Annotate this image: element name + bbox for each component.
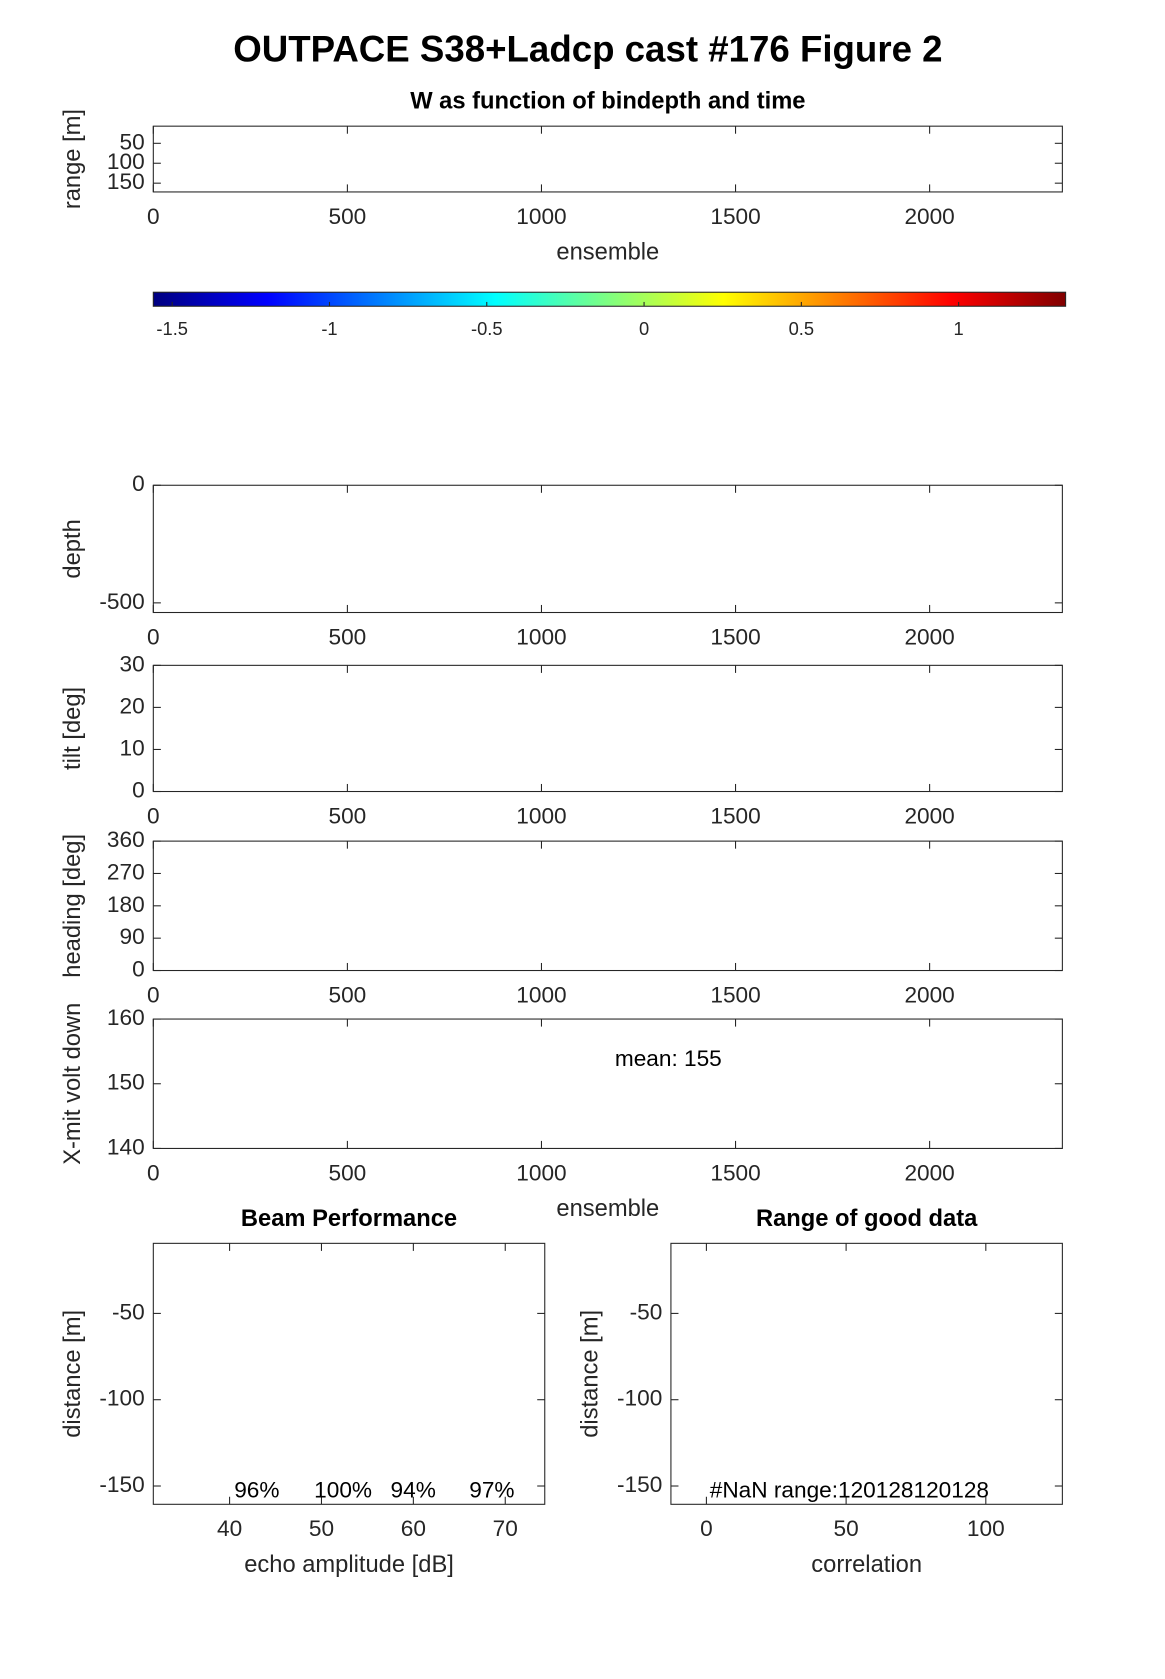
y-axis-label: heading [deg] bbox=[60, 834, 86, 978]
y-tick-label: 160 bbox=[107, 1005, 145, 1030]
x-tick-label: 2000 bbox=[904, 1160, 954, 1185]
x-tick-label: 1000 bbox=[516, 1160, 566, 1185]
x-tick-label: 1000 bbox=[516, 982, 566, 1007]
y-axis-label: distance [m] bbox=[60, 1310, 86, 1438]
annotation: 97% bbox=[469, 1477, 514, 1502]
figure-title: OUTPACE S38+Ladcp cast #176 Figure 2 bbox=[233, 28, 942, 69]
annotation: 100% bbox=[314, 1477, 372, 1502]
axes-frame bbox=[152, 664, 1063, 793]
axes-frame bbox=[152, 840, 1063, 972]
y-tick-label: -150 bbox=[617, 1472, 662, 1497]
axes-frame bbox=[152, 125, 1063, 193]
x-axis-label: ensemble bbox=[556, 240, 659, 266]
y-tick-label: 20 bbox=[120, 693, 145, 718]
y-tick-label: 0 bbox=[132, 957, 145, 982]
y-tick-label: 360 bbox=[107, 827, 145, 852]
y-tick-label: 90 bbox=[120, 924, 145, 949]
x-tick-label: 500 bbox=[329, 624, 367, 649]
x-tick-label: 50 bbox=[309, 1516, 334, 1541]
x-tick-label: 60 bbox=[401, 1516, 426, 1541]
y-axis-label: tilt [deg] bbox=[60, 687, 86, 770]
y-tick-label: -50 bbox=[112, 1299, 145, 1324]
x-tick-label: 100 bbox=[967, 1516, 1005, 1541]
x-tick-label: 1500 bbox=[710, 204, 760, 229]
x-tick-label: 500 bbox=[329, 1160, 367, 1185]
x-tick-label: 50 bbox=[834, 1516, 859, 1541]
y-tick-label: 150 bbox=[107, 1070, 145, 1095]
y-tick-label: -150 bbox=[99, 1472, 144, 1497]
y-tick-label: -500 bbox=[99, 589, 144, 614]
y-tick-label: 30 bbox=[120, 651, 145, 676]
axes-frame bbox=[152, 1018, 1063, 1149]
x-tick-label: 0 bbox=[700, 1516, 713, 1541]
x-tick-label: 1 bbox=[954, 318, 964, 339]
y-axis-label: depth bbox=[60, 519, 86, 578]
x-tick-label: -0.5 bbox=[471, 318, 503, 339]
x-tick-label: 500 bbox=[329, 803, 367, 828]
x-tick-label: 0 bbox=[639, 318, 649, 339]
y-tick-label: 10 bbox=[120, 735, 145, 760]
annotation: 96% bbox=[234, 1477, 279, 1502]
x-tick-label: 1500 bbox=[710, 1160, 760, 1185]
axes-frame bbox=[152, 1242, 546, 1505]
x-tick-label: 0 bbox=[147, 1160, 160, 1185]
annotation: 94% bbox=[391, 1477, 436, 1502]
x-axis-label: echo amplitude [dB] bbox=[244, 1552, 454, 1578]
x-tick-label: 500 bbox=[329, 204, 367, 229]
x-tick-label: 0 bbox=[147, 204, 160, 229]
x-tick-label: 2000 bbox=[904, 624, 954, 649]
y-tick-label: -50 bbox=[630, 1299, 663, 1324]
x-tick-label: 2000 bbox=[904, 982, 954, 1007]
x-axis-label: correlation bbox=[811, 1552, 922, 1578]
x-tick-label: 2000 bbox=[904, 204, 954, 229]
x-axis-label: ensemble bbox=[556, 1196, 659, 1222]
axes-title: Beam Performance bbox=[241, 1206, 457, 1232]
y-tick-label: 180 bbox=[107, 892, 145, 917]
x-tick-label: 1500 bbox=[710, 624, 760, 649]
y-tick-label: 150 bbox=[107, 169, 145, 194]
y-tick-label: 50 bbox=[120, 129, 145, 154]
y-axis-label: distance [m] bbox=[577, 1310, 603, 1438]
annotation: mean: 155 bbox=[615, 1046, 722, 1071]
y-tick-label: 270 bbox=[107, 859, 145, 884]
y-tick-label: 0 bbox=[132, 777, 145, 802]
colorbar bbox=[152, 291, 1067, 307]
y-tick-label: 140 bbox=[107, 1134, 145, 1159]
x-tick-label: 500 bbox=[329, 982, 367, 1007]
y-tick-label: 100 bbox=[107, 149, 145, 174]
x-tick-label: 0 bbox=[147, 982, 160, 1007]
y-axis-label: X-mit volt down bbox=[60, 1003, 86, 1165]
y-tick-label: 0 bbox=[132, 471, 145, 496]
x-tick-label: 0 bbox=[147, 624, 160, 649]
x-tick-label: 1000 bbox=[516, 624, 566, 649]
x-tick-label: 0 bbox=[147, 803, 160, 828]
x-tick-label: -1 bbox=[321, 318, 337, 339]
axes-frame bbox=[670, 1242, 1063, 1505]
x-tick-label: 1500 bbox=[710, 982, 760, 1007]
y-tick-label: -100 bbox=[99, 1386, 144, 1411]
x-tick-label: 2000 bbox=[904, 803, 954, 828]
x-tick-label: 70 bbox=[493, 1516, 518, 1541]
x-tick-label: 1000 bbox=[516, 204, 566, 229]
x-tick-label: 1000 bbox=[516, 803, 566, 828]
y-axis-label: range [m] bbox=[60, 109, 86, 209]
axes-frame bbox=[152, 484, 1063, 614]
axes-title: W as function of bindepth and time bbox=[410, 89, 805, 115]
x-tick-label: 40 bbox=[217, 1516, 242, 1541]
x-tick-label: 1500 bbox=[710, 803, 760, 828]
annotation: #NaN range:120128120128 bbox=[710, 1477, 989, 1502]
x-tick-label: 0.5 bbox=[789, 318, 814, 339]
x-tick-label: -1.5 bbox=[156, 318, 188, 339]
axes-title: Range of good data bbox=[756, 1206, 978, 1232]
y-tick-label: -100 bbox=[617, 1386, 662, 1411]
